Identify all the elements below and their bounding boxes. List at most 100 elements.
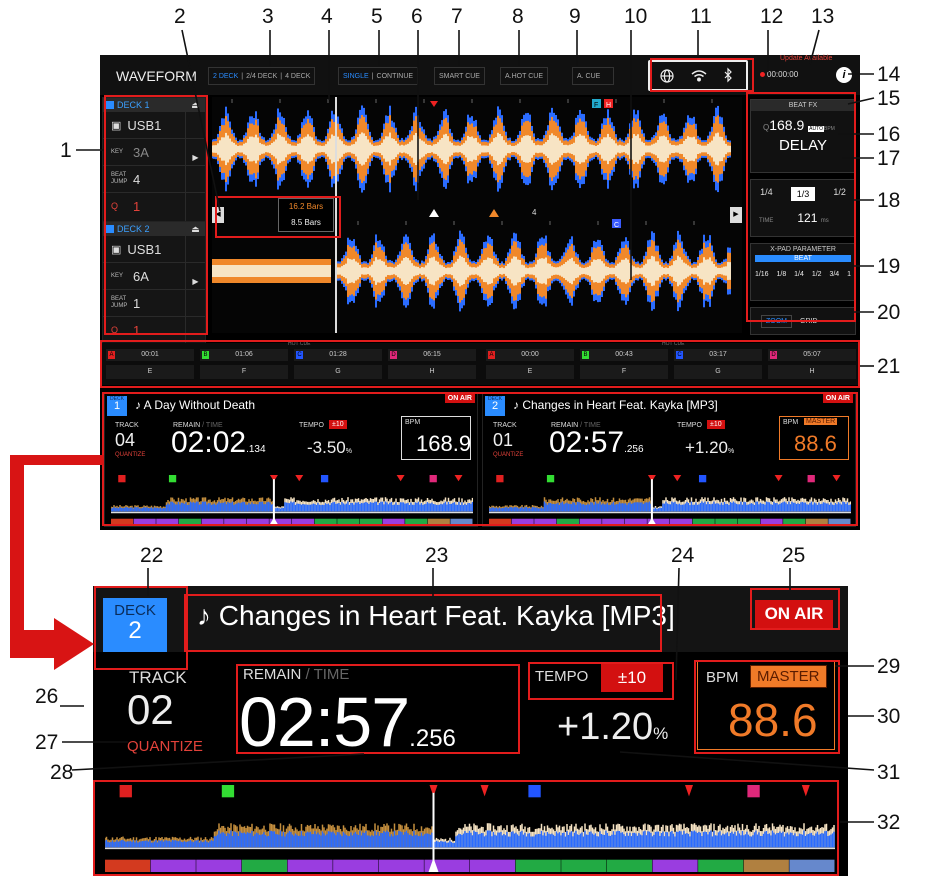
zoom-master-badge[interactable]: MASTER (750, 665, 827, 688)
info-on-air: ON AIR (444, 394, 475, 403)
deck1-key: KEY 3A (103, 139, 205, 166)
usb-icon: ▣ (111, 243, 122, 256)
music-note-icon: ♪ (197, 600, 211, 631)
hot-cue-bank-g[interactable]: G (674, 365, 762, 379)
music-note-icon: ♪ (513, 398, 519, 412)
play-arrow-icon[interactable]: ▶ (192, 153, 199, 162)
callout-5: 5 (371, 5, 383, 28)
screen-title: WAVEFORM (116, 68, 197, 84)
deck-mode-2[interactable]: 2 DECK (213, 72, 239, 80)
deck1-side-buttons[interactable]: ⏏ ▶ (185, 100, 205, 221)
callout-23: 23 (425, 544, 449, 567)
hot-cue-key-icon: A (108, 351, 115, 359)
deck1-info-panel: DECK 1 ♪ A Day Without Death ON AIR TRACK… (104, 393, 478, 527)
fx-time: TIME 121 ms (759, 211, 829, 225)
deck2-side-buttons[interactable]: ⏏ ▶ (185, 224, 205, 345)
hot-cue-a[interactable]: A 00:01 (106, 349, 194, 361)
beat-quarter[interactable]: 1/4 (760, 187, 773, 197)
play-mode-single[interactable]: SINGLE (343, 72, 369, 80)
info-track-num: 04 (115, 430, 136, 450)
hot-cue-a[interactable]: A 00:00 (486, 349, 574, 361)
deck2-key: KEY 6A (103, 263, 205, 290)
info-tempo-range[interactable]: ±10 (329, 420, 347, 429)
hot-cue-key-icon: D (770, 351, 777, 359)
eject-icon[interactable]: ⏏ (191, 224, 200, 234)
hot-cue-d[interactable]: D 06:15 (388, 349, 476, 361)
play-mode-continue[interactable]: CONTINUE (376, 72, 414, 80)
callout-2: 2 (174, 5, 186, 28)
bluetooth-icon (724, 67, 732, 83)
highlight-deck-panels (104, 95, 208, 335)
callout-15: 15 (877, 87, 901, 110)
callout-30: 30 (877, 705, 901, 728)
deck-mode-4[interactable]: 4 DECK (285, 72, 311, 80)
hot-cue-bank-f[interactable]: F (200, 365, 288, 379)
hot-cue-bank-h[interactable]: H (768, 365, 856, 379)
beat-fx-bpm: Q168.9 AUTOBPM (763, 117, 835, 133)
deck2-beat-jump: BEAT JUMP 1 (103, 290, 205, 317)
usb-icon: ▣ (111, 119, 122, 132)
beat-fx-box[interactable]: BEAT FX Q168.9 AUTOBPM DELAY (750, 99, 856, 173)
hot-cue-b[interactable]: B 00:43 (580, 349, 668, 361)
record-dot-icon (760, 72, 765, 77)
hot-cue-key-icon: C (296, 351, 303, 359)
callout-22: 22 (140, 544, 164, 567)
beat-half[interactable]: 1/2 (833, 187, 846, 197)
hot-cue-row: HOT CUE HOT CUE A 00:01 E B 01:06 F C 01:28 G D 06… (102, 341, 858, 385)
loop-marker-icon (489, 209, 499, 217)
bars-box: 16.2 Bars 8.5 Bars (278, 198, 334, 232)
zoom-overview-waveform[interactable] (104, 784, 835, 872)
xpad-mode[interactable]: BEAT (755, 255, 851, 262)
info-deck-badge: DECK 2 (485, 396, 505, 416)
beat-fx-title: BEAT FX (751, 100, 855, 111)
hot-cue-c[interactable]: C 03:17 (674, 349, 762, 361)
info-tempo-range[interactable]: ±10 (707, 420, 725, 429)
hot-cue-b[interactable]: B 01:06 (200, 349, 288, 361)
hot-cue-bank-g[interactable]: G (294, 365, 382, 379)
deck2-label: DECK 2 (103, 222, 205, 236)
play-arrow-icon[interactable]: ▶ (192, 277, 199, 286)
eject-icon[interactable]: ⏏ (191, 100, 200, 110)
beat-select-box[interactable]: 1/4 1/3 1/2 TIME 121 ms (750, 179, 856, 237)
waveform-display[interactable]: F H C 4 16.2 Bars 8.5 Bars ◀ ▶ (211, 97, 742, 333)
globe-icon (660, 69, 674, 83)
hot-cue-c[interactable]: C 01:28 (294, 349, 382, 361)
hot-cue-d[interactable]: D 05:07 (768, 349, 856, 361)
info-track-num: 01 (493, 430, 514, 450)
callout-18: 18 (877, 189, 901, 212)
info-track-label: TRACK (115, 422, 139, 429)
callout-9: 9 (569, 5, 581, 28)
wifi-icon (691, 70, 707, 82)
auto-cue-button[interactable]: A. CUE (572, 67, 614, 85)
update-available-label[interactable]: Update Available (780, 55, 833, 62)
hot-cue-bank-f[interactable]: F (580, 365, 668, 379)
cue-c-label: C (614, 222, 619, 229)
callout-7: 7 (451, 5, 463, 28)
zoom-bpm-box: BPM MASTER 88.6 (697, 660, 835, 750)
smart-cue-button[interactable]: SMART CUE (434, 67, 485, 85)
beat-third[interactable]: 1/3 (790, 187, 816, 201)
zoom-tempo-range[interactable]: ±10 (601, 664, 663, 692)
auto-hot-cue-button[interactable]: A.HOT CUE (500, 67, 548, 85)
xpad-box[interactable]: X-PAD PARAMETER BEAT 1/16 1/8 1/4 1/2 3/4 1 (750, 243, 856, 301)
hot-cue-bank-h[interactable]: H (388, 365, 476, 379)
info-icon[interactable]: i (836, 67, 852, 83)
hot-cue-key-icon: C (676, 351, 683, 359)
deck-mode-selector[interactable]: 2 DECK | 2/4 DECK | 4 DECK (208, 67, 316, 85)
callout-8: 8 (512, 5, 524, 28)
callout-29: 29 (877, 655, 901, 678)
cue-h-label: H (606, 102, 611, 109)
deck-mode-24[interactable]: 2/4 DECK (246, 72, 278, 80)
callout-6: 6 (411, 5, 423, 28)
callout-26: 26 (35, 685, 59, 708)
info-quantize: QUANTIZE (115, 452, 146, 458)
scroll-right-button[interactable]: ▶ (730, 207, 742, 223)
hot-cue-bank-e[interactable]: E (106, 365, 194, 379)
xpad-values[interactable]: 1/16 1/8 1/4 1/2 3/4 1 (754, 271, 852, 278)
hot-cue-bank-e[interactable]: E (486, 365, 574, 379)
callout-3: 3 (262, 5, 274, 28)
